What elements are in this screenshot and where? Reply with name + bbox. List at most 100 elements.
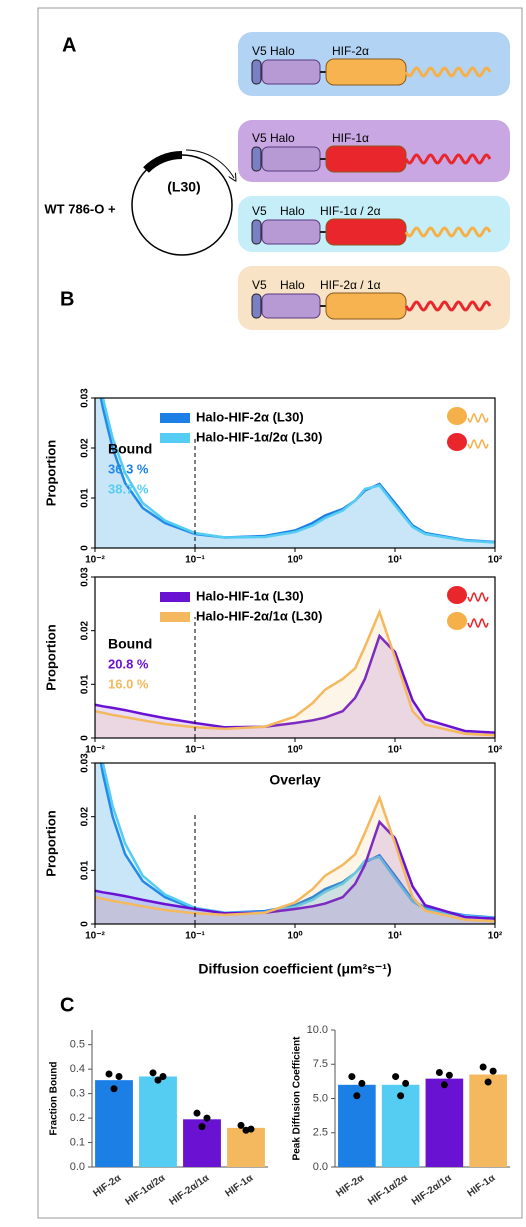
chart-title: Overlay (269, 772, 321, 788)
legend-swatch (160, 592, 190, 602)
replicate-point (198, 1123, 206, 1131)
y-tick-label: 0 (80, 921, 91, 927)
x-tick-label: HIF-2α (334, 1172, 367, 1199)
replicate-point (242, 1126, 250, 1134)
replicate-point (193, 1109, 201, 1117)
x-tick-label: 10⁰ (287, 745, 302, 756)
replicate-point (115, 1072, 123, 1080)
bar (227, 1127, 265, 1167)
domain-label: HIF-1α / 2α (320, 204, 381, 218)
x-tick-label: 10² (488, 555, 503, 566)
legend-label: Halo-HIF-1α (L30) (196, 588, 304, 603)
halo-tag (261, 59, 321, 85)
legend-label: Halo-HIF-1α/2α (L30) (196, 429, 323, 444)
bar (425, 1078, 464, 1167)
series-area (95, 398, 495, 548)
y-axis-label: Fraction Bound (49, 1062, 60, 1136)
x-tick-label: 10⁻¹ (185, 931, 205, 942)
halo-tag (261, 293, 321, 319)
hif-domain (325, 292, 407, 320)
tad-tail (404, 226, 492, 238)
y-tick-label: 0.0 (313, 1161, 328, 1173)
replicate-point (392, 1073, 400, 1081)
y-tick-label: 0.5 (70, 1039, 85, 1051)
bound-value: 16.0 % (108, 676, 149, 691)
tag-label: Halo (280, 204, 305, 218)
protein-icon (447, 433, 467, 451)
plot-frame (94, 397, 496, 549)
x-tick-label: HIF-1α/2α (124, 1172, 168, 1208)
y-tick-label: 0.01 (80, 488, 91, 508)
x-tick-label: 10² (488, 745, 503, 756)
plot-frame (94, 576, 496, 739)
y-axis-label: Peak Diffusion Coefficient (292, 1036, 303, 1161)
x-tick-label: HIF-2α/1α (168, 1172, 212, 1208)
y-tick-label: 0.3 (70, 1088, 85, 1100)
halo-tag (261, 146, 321, 172)
promoter-arrow (185, 149, 234, 178)
series-area (95, 763, 495, 924)
y-tick-label: 5.0 (313, 1092, 328, 1104)
replicate-point (489, 1067, 497, 1075)
x-tick-label: 10⁻¹ (185, 745, 205, 756)
replicate-point (435, 1068, 443, 1076)
x-tick-label: 10⁰ (287, 931, 302, 942)
replicate-point (203, 1114, 211, 1122)
y-axis-label: Proportion (43, 810, 58, 876)
series-area (95, 611, 495, 738)
y-axis-label: Proportion (43, 440, 58, 506)
panel-label: A (62, 34, 76, 56)
plasmid-insert (143, 150, 183, 173)
y-tick-label: 0.03 (80, 567, 91, 587)
x-axis-label: Diffusion coefficient (μm²s⁻¹) (198, 961, 391, 977)
x-tick-label: 10⁻² (85, 555, 105, 566)
x-tick-label: 10¹ (388, 555, 403, 566)
replicate-point (110, 1085, 118, 1093)
v5-tag (251, 293, 262, 319)
x-tick-label: 10¹ (388, 745, 403, 756)
protein-tail (467, 412, 489, 424)
hif-domain (325, 58, 407, 86)
bound-value: 38.7 % (108, 481, 149, 496)
y-tick-label: 0.03 (80, 388, 91, 408)
y-tick-label: 0.2 (70, 1112, 85, 1124)
tad-tail (404, 66, 492, 78)
series-line (95, 608, 495, 737)
replicate-point (397, 1092, 405, 1100)
x-tick-label: 10⁻² (85, 931, 105, 942)
legend-swatch (160, 413, 190, 423)
tag-label: V5 Halo (252, 131, 295, 145)
legend-label: Halo-HIF-2α/1α (L30) (196, 608, 323, 623)
y-tick-label: 0.4 (70, 1063, 85, 1075)
domain-label: HIF-1α (332, 131, 369, 145)
legend-label: Halo-HIF-2α (L30) (196, 409, 304, 424)
y-tick-label: 0 (80, 735, 91, 741)
tag-label: V5 (252, 204, 267, 218)
tad-tail (404, 300, 492, 312)
protein-icon (447, 586, 467, 604)
series-line (95, 794, 495, 923)
x-tick-label: HIF-1α/2α (366, 1172, 410, 1208)
protein-tail (467, 617, 489, 629)
bar (95, 1080, 133, 1167)
panel-label: B (60, 288, 74, 310)
legend-swatch (160, 433, 190, 443)
x-tick-label: HIF-1α (223, 1172, 256, 1199)
legend-swatch (160, 612, 190, 622)
tad-tail (404, 153, 492, 165)
x-tick-label: HIF-2α/1α (410, 1172, 454, 1208)
protein-icon (447, 407, 467, 425)
series-line (101, 763, 495, 920)
plot-frame (94, 762, 496, 925)
x-tick-label: 10⁰ (287, 555, 302, 566)
replicate-point (159, 1072, 167, 1080)
bound-title: Bound (108, 636, 152, 652)
protein-icon (447, 612, 467, 630)
y-tick-label: 10.0 (307, 1024, 328, 1036)
replicate-point (154, 1076, 162, 1084)
cell-label: WT 786-O + (44, 201, 116, 216)
x-tick-label: HIF-1α (466, 1172, 499, 1199)
frame (37, 7, 523, 1219)
replicate-point (484, 1078, 492, 1086)
